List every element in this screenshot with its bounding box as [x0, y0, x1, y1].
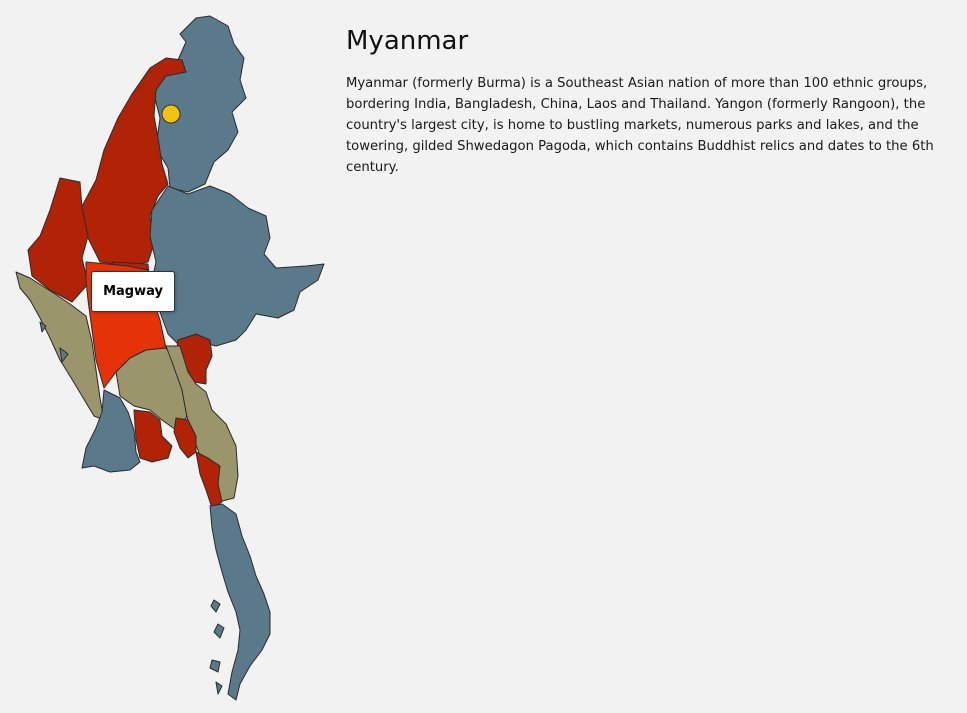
- region-kachin[interactable]: [153, 15, 247, 193]
- region-tooltip: Magway: [91, 271, 175, 312]
- region-shan[interactable]: [149, 185, 325, 347]
- island-3: [209, 659, 221, 673]
- country-info-panel: Myanmar Myanmar (formerly Burma) is a So…: [346, 26, 956, 178]
- region-ayeyarwady[interactable]: [81, 389, 141, 473]
- island-4: [215, 681, 223, 695]
- region-mon[interactable]: [195, 451, 223, 509]
- region-chin[interactable]: [27, 177, 89, 303]
- city-marker-icon[interactable]: [161, 104, 181, 124]
- tooltip-label: Magway: [103, 284, 163, 299]
- region-rakhine[interactable]: [15, 271, 105, 421]
- island-1: [210, 599, 221, 613]
- island-2: [213, 623, 225, 639]
- island-5: [39, 321, 47, 333]
- region-tanintharyi[interactable]: [209, 503, 271, 701]
- region-yangon[interactable]: [173, 417, 197, 459]
- region-bago[interactable]: [133, 409, 173, 463]
- region-sagaing[interactable]: [79, 57, 187, 267]
- country-title: Myanmar: [346, 26, 469, 56]
- myanmar-map: [15, 15, 325, 701]
- island-6: [59, 347, 69, 363]
- region-kayin[interactable]: [165, 345, 239, 503]
- country-description: Myanmar (formerly Burma) is a Southeast …: [346, 76, 934, 175]
